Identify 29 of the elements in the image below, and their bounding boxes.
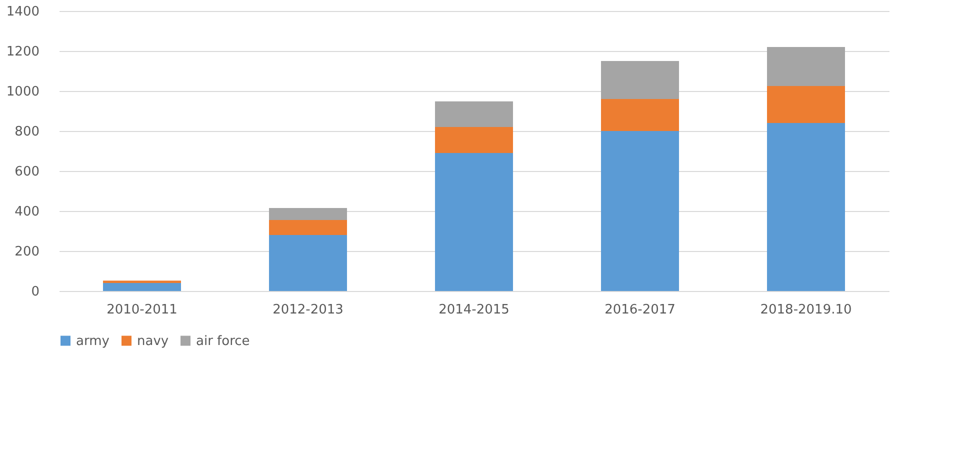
bar	[435, 101, 513, 127]
bar	[767, 47, 845, 86]
legend-label: army	[76, 334, 110, 349]
legend-label: navy	[137, 334, 169, 349]
x-tick-label: 2016-2017	[604, 302, 676, 318]
y-tick-label: 1000	[6, 84, 40, 100]
bar	[601, 131, 679, 291]
bar	[767, 123, 845, 291]
y-tick-label: 200	[14, 244, 40, 260]
bar	[269, 235, 347, 291]
x-tick-label: 2014-2015	[438, 302, 510, 318]
y-tick-label: 600	[14, 164, 40, 180]
bar	[269, 208, 347, 220]
legend-label: air force	[196, 334, 250, 349]
y-tick-label: 1400	[6, 4, 40, 20]
bar	[601, 99, 679, 131]
bar	[601, 61, 679, 99]
bar	[435, 153, 513, 291]
bar	[435, 127, 513, 153]
y-tick-label: 0	[31, 284, 40, 300]
x-tick-label: 2010-2011	[106, 302, 178, 318]
y-tick-label: 800	[14, 124, 40, 140]
x-tick-label: 2012-2013	[272, 302, 344, 318]
bar	[103, 283, 181, 291]
bar	[767, 86, 845, 123]
y-tick-label: 400	[14, 204, 40, 220]
bar	[269, 220, 347, 235]
y-tick-label: 1200	[6, 44, 40, 60]
x-tick-label: 2018-2019.10	[760, 302, 852, 318]
